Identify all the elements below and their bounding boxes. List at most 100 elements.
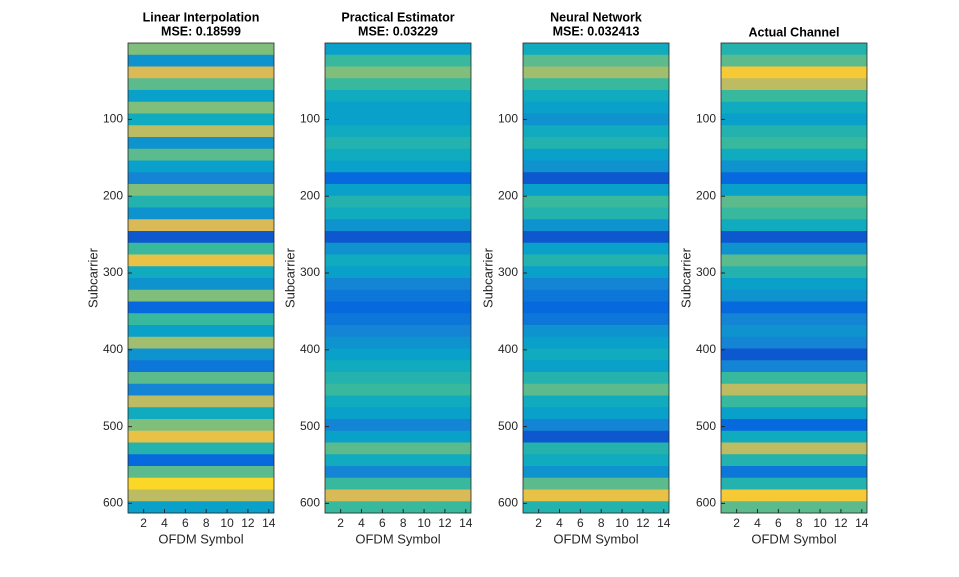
y-tick-label: 100 (300, 112, 320, 126)
heat-cell (523, 313, 669, 326)
y-axis-label: Subcarrier (480, 247, 495, 308)
x-tick-label: 2 (140, 516, 147, 530)
heat-cell (128, 137, 274, 150)
heat-cell (325, 454, 471, 467)
x-tick-label: 12 (438, 516, 452, 530)
y-tick-label: 200 (498, 188, 518, 202)
y-tick-label: 100 (498, 112, 518, 126)
heat-cell (325, 184, 471, 197)
heat-cell (721, 113, 867, 126)
chart-title: Practical Estimator (341, 10, 454, 24)
heat-cell (721, 336, 867, 349)
y-tick-label: 400 (103, 342, 123, 356)
heat-cell (523, 489, 669, 502)
heat-cell (128, 101, 274, 114)
heat-cell (325, 242, 471, 255)
heat-cell (523, 301, 669, 314)
heat-cell (721, 442, 867, 455)
x-tick-label: 10 (417, 516, 431, 530)
x-tick-label: 14 (855, 516, 869, 530)
heat-cell (721, 325, 867, 338)
y-axis-label: Subcarrier (678, 247, 693, 308)
y-tick-label: 500 (300, 419, 320, 433)
x-tick-label: 12 (241, 516, 255, 530)
heat-cell (523, 395, 669, 408)
heat-cell (325, 477, 471, 490)
x-tick-label: 14 (459, 516, 473, 530)
heat-cell (523, 66, 669, 79)
heat-cell (325, 372, 471, 385)
heat-cell (325, 442, 471, 455)
heat-cell (325, 278, 471, 291)
heat-cell (325, 195, 471, 208)
heat-cell (523, 160, 669, 173)
heat-cell (128, 407, 274, 420)
axes-box (522, 42, 670, 514)
heat-cell (128, 313, 274, 326)
heat-cell (721, 477, 867, 490)
heat-cell (721, 66, 867, 79)
heat-cell (721, 266, 867, 279)
heat-cell (523, 172, 669, 185)
heat-cell (523, 454, 669, 467)
heat-cell (325, 254, 471, 267)
heat-cell (325, 125, 471, 138)
heat-cell (721, 395, 867, 408)
heat-cell (721, 160, 867, 173)
heat-cell (325, 383, 471, 396)
heat-cell (325, 66, 471, 79)
x-axis-label: OFDM Symbol (751, 531, 836, 546)
heat-cell (325, 466, 471, 479)
heat-cell (721, 372, 867, 385)
heat-cell (721, 501, 867, 514)
heat-cell (721, 54, 867, 67)
heat-cell (721, 466, 867, 479)
x-tick-label: 6 (775, 516, 782, 530)
x-tick-label: 6 (379, 516, 386, 530)
heat-cell (523, 266, 669, 279)
heat-cell (523, 219, 669, 232)
heat-cell (128, 442, 274, 455)
y-tick-label: 500 (103, 419, 123, 433)
heat-cell (523, 113, 669, 126)
y-tick-label: 600 (696, 496, 716, 510)
heat-cell (128, 90, 274, 103)
heat-cell (128, 78, 274, 91)
heat-cell (523, 254, 669, 267)
heat-cell (128, 395, 274, 408)
heat-cell (721, 219, 867, 232)
x-axis-label: OFDM Symbol (355, 531, 440, 546)
heat-cell (128, 336, 274, 349)
heat-cell (128, 125, 274, 138)
heat-cell (128, 383, 274, 396)
heat-cell (325, 90, 471, 103)
x-tick-label: 10 (615, 516, 629, 530)
y-tick-label: 400 (696, 342, 716, 356)
heat-cell (325, 137, 471, 150)
heat-cell (523, 207, 669, 220)
heat-cell (523, 90, 669, 103)
heat-cell (128, 372, 274, 385)
x-tick-label: 2 (535, 516, 542, 530)
heat-cell (128, 231, 274, 244)
x-tick-label: 4 (754, 516, 761, 530)
heat-cell (523, 231, 669, 244)
heat-cell (523, 78, 669, 91)
heat-cell (325, 160, 471, 173)
heat-cell (721, 301, 867, 314)
chart-subtitle: MSE: 0.18599 (161, 24, 241, 38)
heat-cell (128, 419, 274, 432)
heat-cell (523, 184, 669, 197)
heat-cell (523, 278, 669, 291)
heat-cell (523, 419, 669, 432)
heat-cell (721, 101, 867, 114)
heat-cell (325, 395, 471, 408)
heat-cell (325, 101, 471, 114)
chart-title: Linear Interpolation (143, 10, 260, 24)
heat-cell (523, 148, 669, 161)
heat-cell (523, 372, 669, 385)
heat-cell (721, 195, 867, 208)
heat-cell (325, 43, 471, 56)
x-tick-label: 8 (203, 516, 210, 530)
